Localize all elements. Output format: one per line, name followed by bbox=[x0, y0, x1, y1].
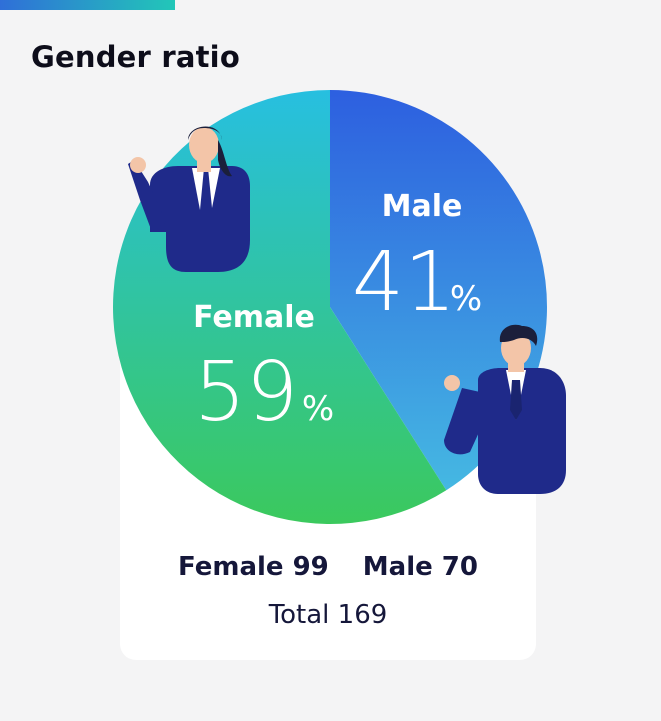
male-count: Male 70 bbox=[362, 552, 478, 582]
total-count: Total 169 bbox=[268, 600, 388, 630]
female-count: Female 99 bbox=[178, 552, 329, 582]
female-percent-symbol: % bbox=[302, 389, 334, 429]
page-title: Gender ratio bbox=[31, 40, 240, 74]
male-slice-label: Male bbox=[382, 189, 463, 224]
male-percent-symbol: % bbox=[450, 279, 482, 319]
female-figure-icon bbox=[128, 126, 250, 272]
female-slice-label: Female bbox=[193, 300, 315, 335]
male-figure-icon bbox=[444, 324, 566, 494]
male-percent-value: 41 bbox=[352, 235, 456, 330]
female-percent-value: 59 bbox=[194, 345, 298, 440]
gender-counts: Female 99 Male 70 bbox=[120, 552, 536, 582]
top-accent-bar bbox=[0, 0, 175, 10]
